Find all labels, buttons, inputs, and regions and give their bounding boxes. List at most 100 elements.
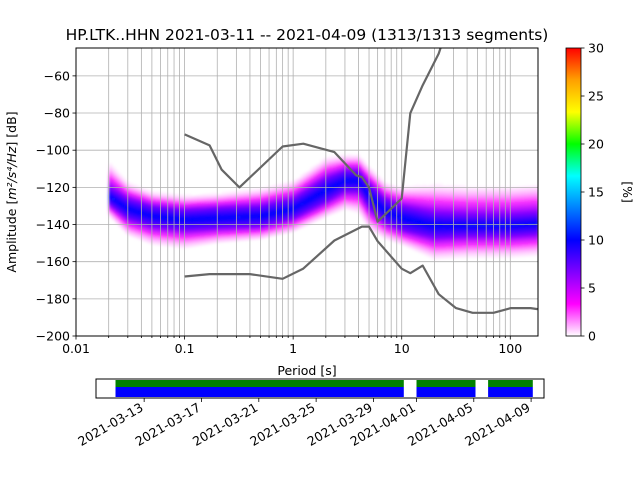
density-cell bbox=[333, 173, 338, 177]
density-cell bbox=[349, 196, 354, 200]
density-cell bbox=[121, 188, 126, 192]
density-cell bbox=[161, 234, 166, 238]
density-cell bbox=[534, 238, 538, 242]
density-cell bbox=[230, 226, 235, 231]
density-cell bbox=[313, 215, 318, 219]
density-cell bbox=[445, 255, 450, 259]
density-cell bbox=[445, 224, 450, 229]
density-cell bbox=[174, 213, 179, 217]
density-cell bbox=[207, 210, 212, 214]
density-cell bbox=[442, 191, 447, 195]
density-cell bbox=[462, 207, 466, 211]
density-cell bbox=[118, 215, 123, 219]
density-cell bbox=[452, 224, 457, 228]
density-cell bbox=[415, 234, 420, 238]
density-cell bbox=[250, 216, 255, 221]
density-cell bbox=[445, 238, 450, 243]
density-cell bbox=[392, 208, 397, 212]
density-cell bbox=[445, 221, 450, 226]
density-cell bbox=[257, 188, 262, 192]
density-cell bbox=[429, 198, 433, 203]
density-cell bbox=[181, 230, 186, 235]
density-cell bbox=[125, 194, 130, 199]
density-cell bbox=[214, 206, 219, 210]
density-cell bbox=[518, 236, 523, 241]
density-cell bbox=[111, 197, 116, 201]
density-cell bbox=[475, 206, 480, 211]
density-cell bbox=[419, 222, 424, 226]
density-cell bbox=[438, 250, 443, 254]
density-cell bbox=[521, 189, 526, 193]
density-cell bbox=[141, 210, 146, 214]
density-cell bbox=[220, 213, 225, 218]
density-cell bbox=[528, 244, 532, 248]
density-cell bbox=[514, 234, 519, 238]
density-cell bbox=[353, 161, 357, 165]
density-cell bbox=[495, 218, 499, 222]
density-cell bbox=[250, 188, 255, 193]
density-cell bbox=[227, 227, 232, 231]
density-cell bbox=[471, 231, 476, 236]
density-cell bbox=[128, 227, 133, 231]
density-cell bbox=[498, 212, 503, 216]
density-cell bbox=[495, 243, 499, 247]
density-cell bbox=[534, 219, 538, 223]
density-cell bbox=[396, 214, 400, 219]
density-cell bbox=[531, 216, 536, 220]
density-cell bbox=[118, 204, 123, 208]
density-cell bbox=[145, 194, 149, 199]
timeline-processed-bar bbox=[115, 380, 404, 387]
density-cell bbox=[455, 252, 460, 256]
density-cell bbox=[511, 203, 516, 208]
density-cell bbox=[118, 223, 123, 228]
density-cell bbox=[108, 202, 113, 206]
density-cell bbox=[475, 190, 480, 194]
density-cell bbox=[402, 189, 407, 193]
density-cell bbox=[339, 193, 344, 197]
density-cell bbox=[333, 162, 338, 166]
density-cell bbox=[161, 211, 166, 216]
density-cell bbox=[422, 251, 427, 255]
density-cell bbox=[168, 195, 173, 200]
density-cell bbox=[452, 221, 457, 225]
density-cell bbox=[273, 232, 278, 236]
density-cell bbox=[250, 202, 255, 207]
density-cell bbox=[135, 221, 139, 225]
density-cell bbox=[329, 180, 334, 184]
density-cell bbox=[435, 202, 440, 207]
density-cell bbox=[429, 218, 433, 222]
density-cell bbox=[485, 223, 490, 227]
density-cell bbox=[217, 230, 222, 235]
density-cell bbox=[237, 201, 242, 205]
density-cell bbox=[369, 183, 374, 187]
density-cell bbox=[495, 251, 499, 255]
density-cell bbox=[125, 186, 130, 190]
density-cell bbox=[412, 216, 417, 220]
density-cell bbox=[138, 217, 143, 221]
density-cell bbox=[300, 199, 305, 203]
density-cell bbox=[151, 230, 156, 234]
density-cell bbox=[326, 190, 331, 194]
density-cell bbox=[438, 197, 443, 201]
density-cell bbox=[148, 218, 153, 222]
density-cell bbox=[118, 179, 123, 183]
density-cell bbox=[438, 230, 443, 235]
density-cell bbox=[531, 205, 536, 209]
density-cell bbox=[438, 213, 443, 218]
density-cell bbox=[458, 207, 463, 211]
density-cell bbox=[455, 215, 460, 220]
density-cell bbox=[184, 239, 189, 243]
density-cell bbox=[462, 243, 466, 247]
density-cell bbox=[290, 220, 295, 224]
density-cell bbox=[217, 205, 222, 210]
density-cell bbox=[339, 198, 344, 203]
density-cell bbox=[376, 175, 381, 180]
density-cell bbox=[429, 187, 433, 191]
density-cell bbox=[214, 220, 219, 224]
density-cell bbox=[422, 237, 427, 241]
density-cell bbox=[475, 220, 480, 225]
density-cell bbox=[504, 229, 509, 233]
density-cell bbox=[237, 206, 242, 211]
density-cell bbox=[154, 194, 159, 198]
density-cell bbox=[201, 208, 206, 212]
